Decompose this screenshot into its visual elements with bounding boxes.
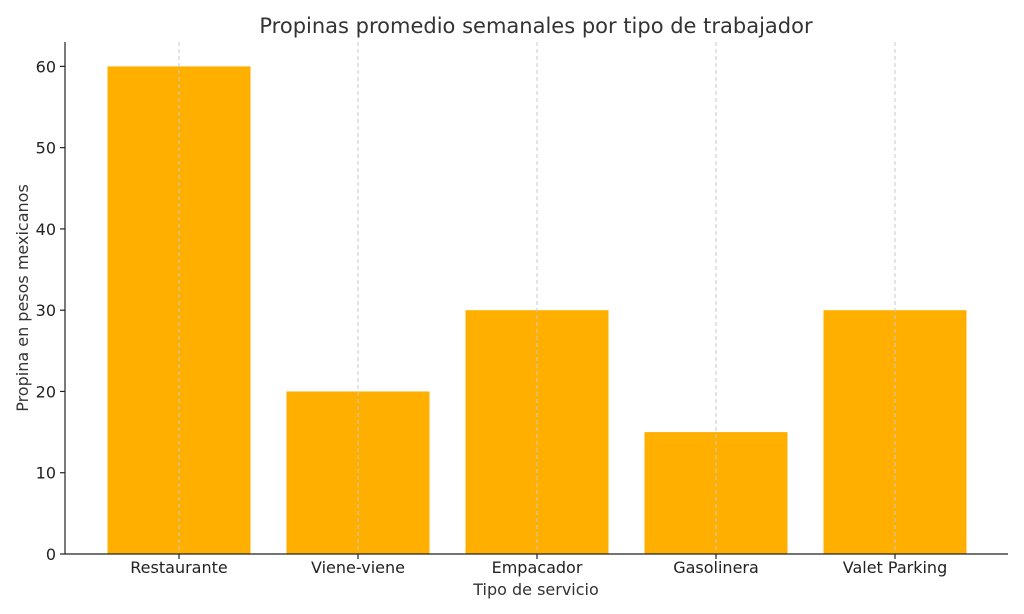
y-tick-label: 60: [36, 57, 56, 76]
y-tick-label: 50: [36, 139, 56, 158]
x-tick-label: Empacador: [492, 558, 583, 577]
y-tick-label: 30: [36, 301, 56, 320]
x-axis-label: Tipo de servicio: [472, 580, 599, 599]
x-tick-label: Gasolinera: [673, 558, 759, 577]
grid-lines: [178, 42, 896, 554]
y-tick-label: 40: [36, 220, 56, 239]
y-tick-label: 10: [36, 464, 56, 483]
tick-labels: 0 10 20 30 40 50 60 Restaurante Viene-viene Empac…: [36, 57, 948, 577]
x-tick-label: Viene-viene: [311, 558, 405, 577]
y-tick-label: 20: [36, 382, 56, 401]
x-tick-label: Restaurante: [130, 558, 227, 577]
chart-title: Propinas promedio semanales por tipo de …: [259, 14, 813, 38]
y-tick-label: 0: [46, 545, 56, 564]
y-axis-label: Propina en pesos mexicanos: [13, 184, 32, 412]
x-tick-label: Valet Parking: [843, 558, 947, 577]
axes: [60, 42, 1008, 559]
